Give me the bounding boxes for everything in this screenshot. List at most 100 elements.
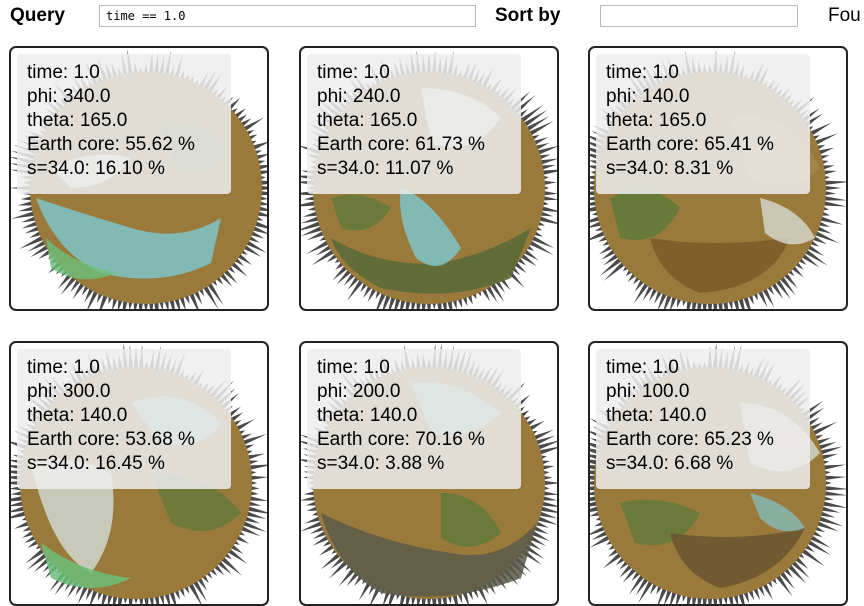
- phi-value: phi: 140.0: [606, 86, 690, 107]
- terrain-spike: [762, 287, 775, 308]
- query-input[interactable]: [99, 5, 476, 27]
- result-card[interactable]: time: 1.0 phi: 100.0 theta: 140.0 Earth …: [588, 341, 848, 606]
- terrain-spike: [654, 289, 663, 304]
- terrain-spike: [188, 291, 199, 309]
- terrain-spike: [388, 295, 396, 309]
- terrain-spike: [823, 195, 846, 201]
- terrain-spike: [304, 516, 322, 524]
- terrain-spike: [522, 109, 548, 128]
- terrain-spike: [301, 201, 317, 207]
- terrain-spike: [332, 265, 349, 281]
- terrain-spike: [635, 576, 650, 596]
- result-info-overlay: time: 1.0 phi: 300.0 theta: 140.0 Earth …: [17, 349, 231, 489]
- terrain-spike: [823, 190, 837, 196]
- terrain-spike: [239, 525, 261, 537]
- terrain-spike: [229, 412, 244, 423]
- terrain-spike: [538, 447, 557, 455]
- terrain-spike: [18, 206, 35, 212]
- result-card[interactable]: time: 1.0 phi: 140.0 theta: 165.0 Earth …: [588, 46, 848, 311]
- terrain-spike: [29, 230, 43, 238]
- time-value: time: 1.0: [317, 62, 390, 83]
- terrain-spike: [809, 535, 831, 549]
- terrain-spike: [338, 567, 356, 587]
- terrain-spike: [538, 511, 557, 519]
- s-value: s=34.0: 11.07 %: [317, 158, 454, 179]
- theta-value: theta: 140.0: [317, 405, 418, 426]
- s-value: s=34.0: 16.10 %: [27, 158, 165, 179]
- terrain-spike: [21, 216, 37, 223]
- terrain-spike: [245, 511, 267, 520]
- terrain-spike: [603, 261, 626, 281]
- terrain-spike: [220, 556, 243, 576]
- terrain-spike: [775, 278, 791, 300]
- phi-value: phi: 300.0: [27, 381, 111, 402]
- terrain-spike: [336, 268, 352, 285]
- terrain-spike: [813, 230, 840, 244]
- terrain-spike: [306, 506, 319, 511]
- terrain-spike: [13, 520, 31, 529]
- terrain-spike: [216, 560, 232, 575]
- found-count-label: Fou: [828, 5, 861, 26]
- result-card[interactable]: time: 1.0 phi: 240.0 theta: 165.0 Earth …: [299, 46, 559, 311]
- terrain-spike: [376, 291, 387, 309]
- earth-core-value: Earth core: 65.41 %: [606, 134, 774, 155]
- terrain-spike: [320, 552, 342, 570]
- terrain-spike: [301, 496, 317, 501]
- terrain-spike: [534, 142, 550, 151]
- s-value: s=34.0: 8.31 %: [606, 158, 734, 179]
- terrain-spike: [534, 435, 556, 446]
- terrain-spike: [309, 525, 326, 534]
- theta-value: theta: 165.0: [606, 110, 707, 131]
- earth-core-value: Earth core: 53.68 %: [27, 429, 195, 450]
- terrain-spike: [540, 206, 557, 212]
- result-card[interactable]: time: 1.0 phi: 340.0 theta: 165.0 Earth …: [9, 46, 269, 311]
- terrain-spike: [790, 265, 804, 278]
- terrain-spike: [21, 221, 39, 229]
- terrain-spike: [219, 272, 233, 287]
- terrain-spike: [542, 180, 557, 186]
- terrain-spike: [540, 501, 557, 507]
- terrain-spike: [536, 146, 557, 155]
- terrain-spike: [11, 501, 25, 507]
- terrain-spike: [528, 240, 554, 256]
- terrain-spike: [330, 556, 345, 569]
- terrain-spike: [530, 530, 550, 542]
- terrain-spike: [815, 520, 839, 532]
- terrain-spike: [536, 440, 557, 450]
- terrain-spike: [648, 287, 658, 302]
- terrain-spike: [542, 195, 557, 201]
- theta-value: theta: 165.0: [27, 110, 128, 131]
- terrain-spike: [246, 506, 267, 514]
- terrain-spike: [242, 117, 264, 132]
- result-card[interactable]: time: 1.0 phi: 200.0 theta: 140.0 Earth …: [299, 341, 559, 606]
- terrain-spike: [301, 225, 324, 237]
- terrain-spike: [794, 556, 809, 569]
- terrain-spike: [809, 122, 832, 136]
- terrain-spike: [539, 211, 554, 217]
- terrain-spike: [230, 261, 248, 277]
- terrain-spike: [803, 248, 828, 266]
- terrain-spike: [246, 453, 265, 460]
- terrain-spike: [202, 284, 219, 309]
- terrain-spike: [20, 195, 33, 201]
- terrain-spike: [312, 535, 330, 546]
- terrain-spike: [633, 281, 650, 304]
- terrain-spike: [779, 275, 796, 296]
- earth-core-value: Earth core: 55.62 %: [27, 134, 195, 155]
- s-value: s=34.0: 3.88 %: [317, 453, 445, 474]
- terrain-spike: [328, 560, 349, 579]
- terrain-spike: [663, 293, 673, 309]
- terrain-spike: [815, 437, 832, 446]
- terrain-spike: [312, 530, 328, 539]
- terrain-spike: [806, 539, 832, 556]
- terrain-spike: [485, 284, 498, 303]
- result-card[interactable]: time: 1.0 phi: 300.0 theta: 140.0 Earth …: [9, 341, 269, 606]
- query-label: Query: [10, 5, 65, 26]
- sort-by-input[interactable]: [600, 5, 798, 27]
- terrain-spike: [251, 142, 267, 151]
- terrain-spike: [315, 244, 333, 256]
- terrain-spike: [783, 272, 798, 289]
- terrain-spike: [541, 496, 557, 501]
- terrain-spike: [345, 563, 352, 571]
- terrain-spike: [251, 225, 267, 234]
